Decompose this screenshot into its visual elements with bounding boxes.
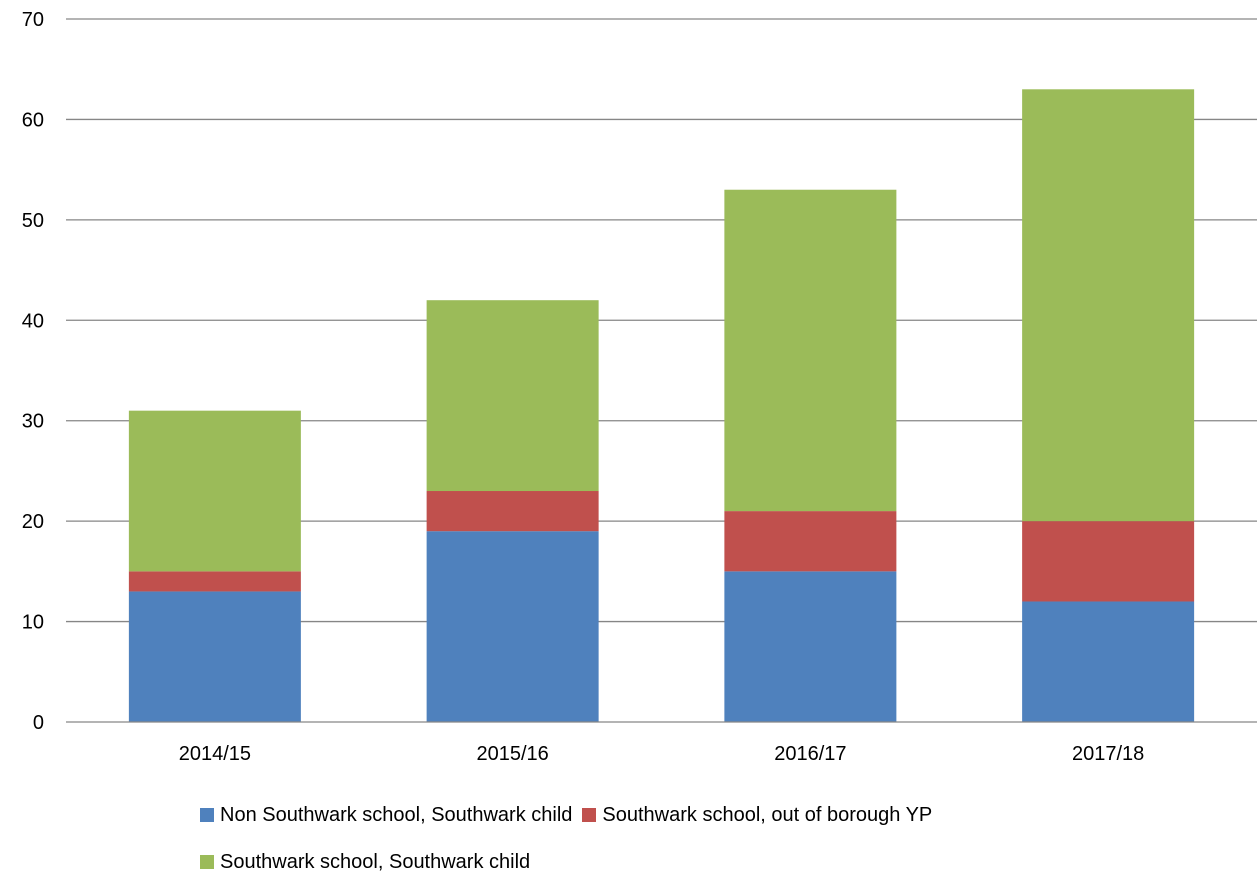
bar-segment	[1022, 601, 1195, 722]
legend-swatch-blue	[200, 808, 214, 822]
legend: Non Southwark school, Southwark child So…	[200, 800, 1200, 894]
y-tick-label: 70	[22, 9, 44, 31]
legend-item-southwark-school: Southwark school, Southwark child	[200, 851, 530, 874]
bar-segment	[1022, 89, 1195, 522]
legend-item-out-of-borough: Southwark school, out of borough YP	[582, 804, 932, 827]
legend-label: Non Southwark school, Southwark child	[220, 803, 573, 826]
y-tick-label: 50	[22, 210, 44, 232]
bar-segment	[128, 591, 301, 722]
y-tick-label: 30	[22, 411, 44, 433]
y-tick-label: 0	[33, 712, 44, 734]
bar-segment	[128, 410, 301, 572]
bar-segment	[426, 491, 599, 532]
legend-swatch-red	[582, 808, 597, 822]
x-tick-label: 2017/18	[1072, 743, 1144, 765]
bar-segment	[724, 511, 897, 572]
legend-label: Southwark school, out of borough YP	[602, 803, 933, 826]
bar-segment	[426, 300, 599, 492]
stacked-bar-chart: 0 10 20 30 40 50 60 70 2014/15 2015/16 2016/17 2017…	[22, 9, 1257, 765]
bar-segment	[724, 189, 897, 512]
y-tick-label: 60	[22, 109, 44, 131]
bar-segment	[1022, 521, 1195, 602]
axes: 0 10 20 30 40 50 60 70 2014/15 2015/16 2016/17 2017…	[22, 9, 1257, 765]
y-tick-label: 10	[22, 612, 44, 634]
bars	[128, 89, 1195, 722]
bar-segment	[128, 571, 301, 592]
legend-row-1: Non Southwark school, Southwark child So…	[200, 800, 1200, 830]
x-tick-label: 2014/15	[179, 743, 251, 765]
legend-swatch-green	[200, 855, 214, 869]
chart-container: 0 10 20 30 40 50 60 70 2014/15 2015/16 2016/17 2017…	[22, 9, 1257, 873]
y-tick-label: 40	[22, 310, 44, 332]
bar-segment	[724, 571, 897, 722]
y-tick-label: 20	[22, 511, 44, 533]
legend-label: Southwark school, Southwark child	[220, 850, 531, 873]
legend-row-2: Southwark school, Southwark child	[200, 847, 1200, 877]
legend-item-non-southwark-school: Non Southwark school, Southwark child	[200, 804, 572, 827]
x-tick-label: 2015/16	[476, 743, 548, 765]
bar-segment	[426, 531, 599, 722]
x-tick-label: 2016/17	[774, 743, 846, 765]
